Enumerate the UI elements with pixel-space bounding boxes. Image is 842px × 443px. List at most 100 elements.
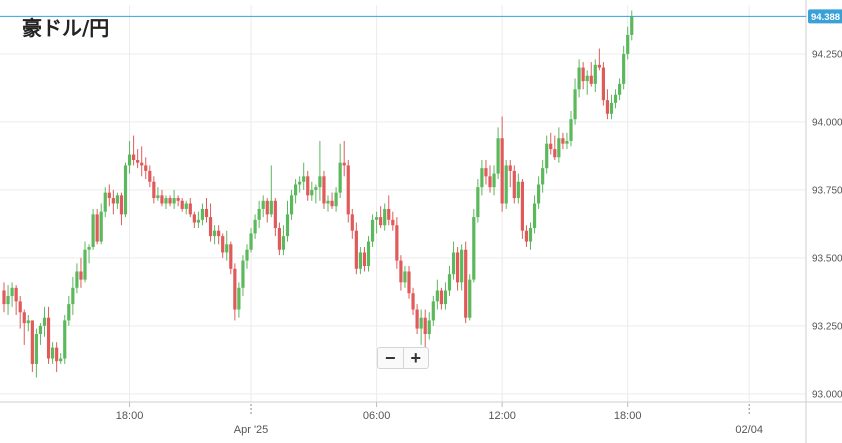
candle-body	[34, 334, 38, 364]
candle-body	[241, 260, 245, 288]
candle-body	[188, 203, 192, 215]
candle-body	[362, 252, 367, 267]
candle-body	[249, 233, 253, 250]
candle-body	[306, 176, 310, 196]
candle-body	[549, 143, 553, 150]
candle-body	[488, 176, 492, 188]
candle-body	[26, 320, 30, 324]
candle-body	[354, 230, 358, 269]
candle-body	[253, 219, 257, 234]
candle-body	[152, 181, 156, 199]
candle-body	[237, 287, 241, 310]
candle-body	[10, 287, 14, 296]
candle-body	[22, 312, 26, 324]
candle-body	[427, 320, 431, 335]
candle-body	[115, 195, 119, 204]
candle-body	[443, 290, 448, 305]
candle-body	[423, 317, 427, 335]
candle-body	[346, 165, 350, 215]
candle-body	[140, 162, 144, 166]
candle-body	[269, 200, 273, 215]
candle-body	[342, 162, 346, 166]
candle-body	[281, 236, 286, 250]
current-price-label: 94.388	[811, 12, 840, 23]
chart-title: 豪ドル/円	[22, 16, 110, 40]
candle-body	[79, 271, 83, 280]
candle-body	[164, 198, 168, 204]
candle-body	[561, 138, 565, 144]
y-tick-label: 93.750	[812, 185, 842, 196]
candle-body	[464, 249, 468, 318]
candle-body	[95, 214, 99, 242]
candle-body	[537, 184, 541, 204]
candle-body	[613, 94, 618, 103]
y-tick-label: 93.000	[812, 389, 842, 400]
candle-body	[87, 247, 91, 250]
candle-body	[273, 200, 277, 228]
candle-body	[192, 214, 196, 223]
candle-body	[399, 260, 403, 283]
candle-body	[208, 217, 213, 237]
candle-body	[176, 198, 180, 201]
candle-body	[468, 279, 472, 318]
candle-body	[168, 198, 172, 204]
candle-body	[520, 181, 524, 231]
candle-body	[225, 244, 229, 253]
candle-body	[67, 304, 71, 321]
x-tick-label: Apr '25	[234, 424, 269, 436]
candle-body	[435, 290, 439, 302]
candle-body	[330, 200, 334, 207]
candle-body	[42, 317, 47, 326]
candle-body	[318, 176, 322, 188]
candle-body	[59, 358, 63, 362]
candle-body	[569, 119, 573, 141]
candle-body	[217, 230, 221, 237]
candle-body	[298, 181, 302, 185]
candle-body	[111, 198, 115, 204]
candle-body	[350, 214, 354, 231]
candle-body	[265, 200, 269, 215]
candle-body	[63, 320, 67, 359]
candle-body	[541, 168, 545, 185]
y-tick-label: 93.250	[812, 321, 842, 332]
candle-body	[545, 143, 549, 169]
candle-body	[630, 16, 634, 35]
candle-body	[528, 227, 533, 242]
candle-body	[553, 149, 557, 158]
candle-body	[6, 295, 10, 305]
candle-body	[103, 192, 107, 212]
candle-body	[289, 195, 294, 215]
candle-body	[314, 187, 318, 190]
candle-body	[285, 214, 290, 237]
candle-body	[196, 219, 200, 223]
y-tick-label: 94.000	[812, 117, 842, 128]
y-tick-label: 94.250	[812, 49, 842, 60]
candle-body	[322, 176, 326, 204]
candle-body	[46, 317, 51, 359]
candle-body	[593, 64, 597, 84]
x-tick-label: 18:00	[116, 410, 144, 422]
candle-body	[618, 83, 622, 95]
candle-body	[310, 189, 314, 196]
candle-body	[609, 102, 614, 114]
candle-body	[391, 219, 395, 226]
zoom-out-button[interactable]: −	[384, 348, 396, 368]
candle-body	[326, 200, 330, 204]
candle-body	[91, 214, 95, 248]
candle-body	[379, 217, 383, 226]
candle-body	[257, 208, 261, 220]
candle-body	[148, 170, 152, 182]
candle-body	[419, 317, 423, 329]
candle-body	[172, 198, 176, 204]
candle-body	[472, 217, 476, 280]
candle-body	[524, 230, 529, 242]
candle-body	[127, 154, 132, 166]
zoom-in-button[interactable]: +	[402, 348, 429, 368]
candle-body	[302, 176, 306, 182]
candle-body	[180, 200, 184, 209]
current-price-tag	[808, 9, 842, 24]
candle-body	[375, 217, 379, 220]
candle-body	[160, 195, 164, 204]
